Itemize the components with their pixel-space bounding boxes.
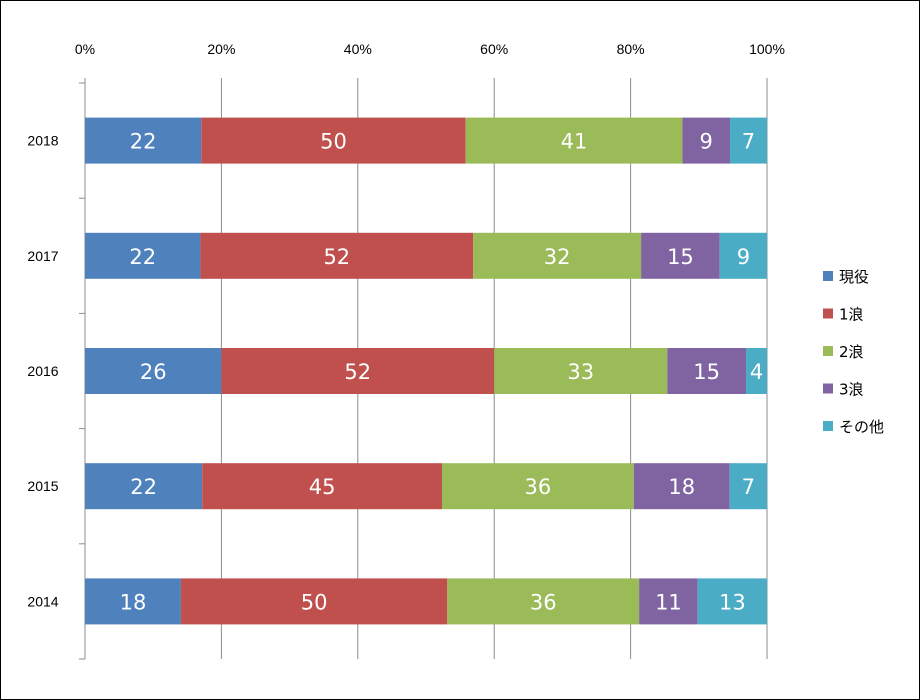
data-label: 50 [301, 590, 328, 614]
data-label: 36 [530, 590, 557, 614]
data-label: 36 [525, 475, 552, 499]
bar-segment [697, 578, 767, 625]
data-label: 18 [120, 590, 147, 614]
legend-swatch [823, 421, 833, 431]
data-label: 18 [668, 475, 695, 499]
data-label: 50 [320, 130, 347, 154]
data-label: 32 [544, 245, 571, 269]
bar-segment [473, 232, 642, 279]
data-label: 9 [737, 245, 750, 269]
bar-segment [85, 232, 201, 279]
data-label: 22 [129, 245, 156, 269]
bar-segment [682, 117, 730, 164]
data-label: 22 [130, 475, 157, 499]
legend-label: その他 [839, 418, 884, 436]
bar-segment [746, 348, 767, 394]
bar-segment [180, 578, 448, 625]
data-label: 13 [719, 590, 746, 614]
data-label: 22 [130, 130, 157, 154]
data-label: 4 [750, 360, 763, 384]
bar-segment [633, 463, 730, 510]
bar-segment [85, 117, 202, 164]
legend-label: 1浪 [839, 306, 864, 324]
data-label: 7 [742, 130, 755, 154]
data-label: 41 [561, 130, 588, 154]
bar-segment [729, 463, 767, 510]
bar-segment [221, 348, 495, 394]
legend-swatch [823, 383, 833, 394]
category-label: 2015 [27, 478, 58, 494]
x-tick-label: 40% [344, 41, 372, 57]
bar-segment [441, 463, 634, 510]
bar-segment [639, 578, 698, 625]
category-label: 2018 [27, 133, 58, 149]
bar-segment [729, 117, 767, 164]
legend-swatch [823, 346, 833, 356]
x-tick-label: 60% [480, 41, 508, 57]
data-label: 45 [309, 475, 336, 499]
bar-segment [202, 463, 442, 510]
category-label: 2017 [27, 248, 58, 264]
data-label: 9 [700, 130, 713, 154]
data-label: 15 [667, 245, 694, 269]
bar-segment [201, 117, 466, 164]
data-label: 7 [742, 475, 755, 499]
data-label: 15 [693, 360, 720, 384]
data-label: 11 [655, 590, 682, 614]
bar-segment [85, 463, 203, 510]
category-label: 2014 [27, 593, 58, 609]
bar-segment [667, 348, 747, 394]
bar-segment [447, 578, 640, 625]
x-tick-label: 0% [75, 41, 95, 57]
data-label: 33 [567, 360, 594, 384]
data-label: 52 [344, 360, 371, 384]
bar-segment [85, 348, 222, 394]
legend-label: 現役 [839, 268, 869, 286]
data-label: 52 [323, 245, 350, 269]
bar-segment [641, 232, 720, 279]
bar-segment [465, 117, 683, 164]
legend-swatch [823, 308, 833, 319]
x-tick-label: 100% [749, 41, 785, 57]
bar-segment [85, 578, 181, 625]
bar-segment [200, 232, 474, 279]
data-label: 26 [140, 360, 167, 384]
x-tick-label: 20% [207, 41, 235, 57]
legend-label: 2浪 [839, 343, 864, 361]
bar-segment [494, 348, 668, 394]
legend-label: 3浪 [839, 381, 864, 399]
x-tick-label: 80% [617, 41, 645, 57]
bar-segment [719, 232, 767, 279]
legend-swatch [823, 271, 833, 281]
category-label: 2016 [27, 363, 58, 379]
